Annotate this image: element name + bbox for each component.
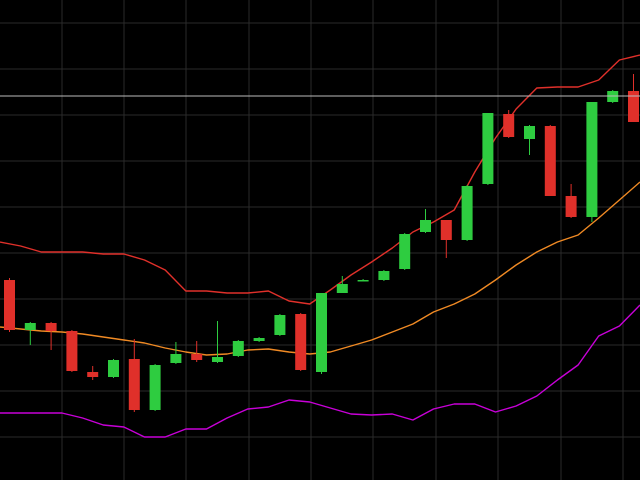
candle-bearish <box>503 110 515 138</box>
candle-body <box>128 359 140 410</box>
candle-body <box>461 186 473 240</box>
candle-bearish <box>544 125 556 196</box>
candle-body <box>274 315 286 335</box>
candle-body <box>378 271 390 280</box>
candle-bullish <box>108 359 119 378</box>
candle-bearish <box>440 220 452 258</box>
candle-bullish <box>420 209 431 233</box>
candles <box>4 74 639 412</box>
candle-bearish <box>45 322 57 350</box>
candle-bullish <box>524 125 535 155</box>
candle-body <box>212 357 223 362</box>
candle-body <box>170 354 182 363</box>
candle-bearish <box>295 313 307 371</box>
candle-bullish <box>586 102 598 222</box>
candle-body <box>232 341 244 356</box>
candle-bearish <box>4 278 15 332</box>
candle-body <box>628 91 639 122</box>
candle-body <box>149 365 161 410</box>
candle-body <box>565 196 577 217</box>
lower-band-line <box>0 304 640 438</box>
candle-bullish <box>482 113 494 185</box>
candle-bearish <box>66 330 78 372</box>
candle-bullish <box>212 321 223 363</box>
candle-bearish <box>191 341 203 362</box>
candle-body <box>503 114 515 137</box>
candle-bullish <box>357 279 369 282</box>
candle-bearish <box>565 184 577 218</box>
candle-body <box>4 280 15 330</box>
candle-body <box>24 323 36 330</box>
candle-bullish <box>253 337 265 342</box>
candle-body <box>253 338 265 341</box>
candle-bullish <box>232 340 244 357</box>
candle-body <box>544 126 556 196</box>
upper-band-line <box>0 54 640 305</box>
candle-body <box>295 314 307 370</box>
candle-bullish <box>461 185 473 241</box>
candle-body <box>45 323 57 331</box>
candle-body <box>399 234 411 269</box>
candle-bullish <box>274 314 286 336</box>
candle-body <box>482 113 494 184</box>
candle-bullish <box>378 270 390 281</box>
candle-bullish <box>24 322 36 345</box>
candle-body <box>357 280 369 282</box>
candle-body <box>191 354 203 360</box>
candle-bullish <box>149 364 161 411</box>
candle-body <box>66 331 78 371</box>
candle-bullish <box>316 293 327 374</box>
candle-body <box>440 220 452 240</box>
candle-bullish <box>170 342 182 364</box>
candle-bearish <box>128 339 140 412</box>
candle-body <box>336 284 348 293</box>
candle-body <box>87 372 99 377</box>
candle-body <box>586 102 598 217</box>
candle-body <box>108 360 119 377</box>
candle-bullish <box>399 233 411 270</box>
candle-bearish <box>628 74 639 122</box>
candle-body <box>420 220 431 232</box>
candle-body <box>316 293 327 372</box>
bollinger-bands <box>0 54 640 438</box>
candle-bearish <box>87 366 99 380</box>
candle-bullish <box>336 276 348 293</box>
candle-body <box>524 126 535 139</box>
